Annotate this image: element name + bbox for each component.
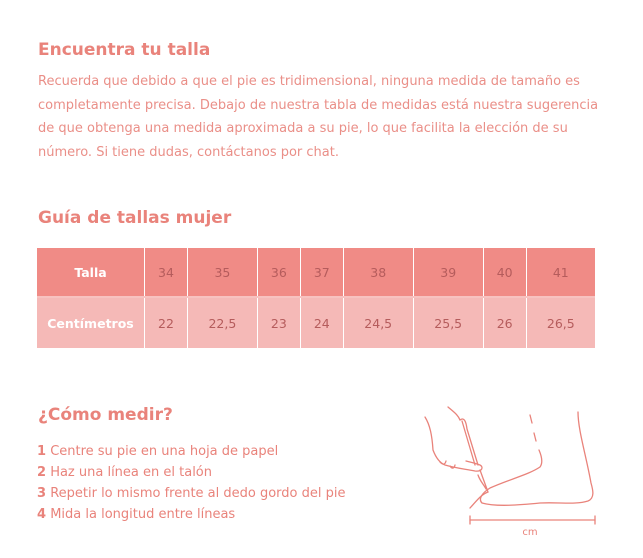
- cell: 22,5: [186, 297, 258, 348]
- foot-measure-illustration: cm: [424, 406, 596, 538]
- cell: 34: [144, 248, 188, 298]
- cell: 24,5: [342, 297, 414, 348]
- cell: 41: [525, 248, 595, 298]
- cm-label: cm: [522, 527, 537, 538]
- row-label: Talla: [37, 248, 145, 298]
- intro-text: Recuerda que debido a que el pie es trid…: [38, 74, 599, 160]
- cell: 36: [256, 248, 301, 298]
- row-label: Centímetros: [47, 315, 134, 331]
- cell: 39: [412, 248, 484, 298]
- table-row-centimetros: Centímetros 22 22,5 23 24 24,5 25,5 26 2…: [37, 297, 595, 348]
- cell: 24: [299, 297, 344, 348]
- cell: 25,5: [412, 297, 484, 348]
- cell: 38: [342, 248, 414, 298]
- measure-title: ¿Cómo medir?: [38, 405, 173, 425]
- list-item: 2 Haz una línea en el talón: [37, 465, 213, 480]
- cell: 23: [256, 297, 301, 348]
- intro-title: Encuentra tu talla: [38, 40, 211, 60]
- cell: 26,5: [525, 297, 595, 348]
- list-item: 4 Mida la longitud entre líneas: [37, 507, 236, 522]
- table-row-talla: Talla 34 35 36 37 38 39 40 41: [37, 248, 595, 298]
- cell: 22: [144, 297, 188, 348]
- cell: 26: [482, 297, 527, 348]
- guide-title: Guía de tallas mujer: [38, 208, 232, 228]
- list-item: 1 Centre su pie en una hoja de papel: [37, 444, 279, 459]
- cell: 37: [299, 248, 344, 298]
- size-table: Talla 34 35 36 37 38 39 40 41 Centímetro…: [37, 248, 595, 348]
- steps-list: 1 Centre su pie en una hoja de papel 2 H…: [37, 441, 345, 525]
- list-item: 3 Repetir lo mismo frente al dedo gordo …: [37, 486, 346, 501]
- cell: 40: [482, 248, 527, 298]
- cell: 35: [186, 248, 258, 298]
